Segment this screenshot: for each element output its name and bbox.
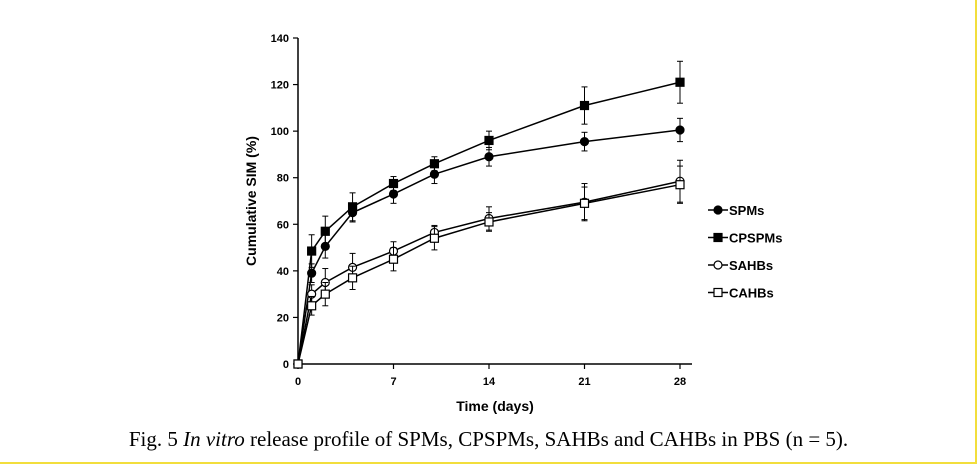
caption-italic: In vitro xyxy=(183,427,245,451)
data-point xyxy=(484,217,494,227)
data-point xyxy=(388,254,399,264)
y-tick-label: 100 xyxy=(271,126,289,138)
legend-item-sahbs: SAHBs xyxy=(708,258,773,273)
data-point xyxy=(713,232,723,243)
legend: SPMs CPSPMs SAHBs CAHBs xyxy=(708,203,782,301)
legend-item-cpspms: CPSPMs xyxy=(708,231,782,246)
legend-item-spms: SPMs xyxy=(708,203,764,218)
y-tick-label: 20 xyxy=(277,312,289,324)
data-point xyxy=(713,205,723,215)
legend-label: SPMs xyxy=(729,203,764,218)
data-point xyxy=(307,301,317,311)
data-point xyxy=(429,169,440,179)
data-point xyxy=(320,226,330,236)
y-tick-label: 140 xyxy=(271,33,289,45)
data-point xyxy=(429,233,440,243)
x-tick-label: 0 xyxy=(295,376,301,388)
legend-label: SAHBs xyxy=(729,258,773,273)
series-sahbs xyxy=(293,159,685,369)
data-point xyxy=(675,125,685,135)
data-point xyxy=(484,152,494,162)
data-point xyxy=(675,77,685,87)
legend-label: CPSPMs xyxy=(729,231,782,246)
y-tick-label: 60 xyxy=(277,219,289,231)
series-cahbs xyxy=(293,165,685,369)
x-axis-title: Time (days) xyxy=(456,398,534,414)
legend-item-cahbs: CAHBs xyxy=(708,286,774,301)
data-point xyxy=(579,198,590,208)
data-point xyxy=(293,359,303,369)
axes xyxy=(297,38,692,365)
y-tick-label: 0 xyxy=(283,359,289,371)
data-point xyxy=(579,137,590,147)
caption-suffix: release profile of SPMs, CPSPMs, SAHBs a… xyxy=(244,427,849,451)
y-tick-label: 120 xyxy=(271,80,289,92)
x-tick-label: 7 xyxy=(390,376,396,388)
figure-caption: Fig. 5 In vitro release profile of SPMs,… xyxy=(0,427,977,452)
data-point xyxy=(388,178,399,189)
x-ticks: 0 7 14 21 28 xyxy=(295,364,686,388)
y-ticks: 0 20 40 60 80 100 120 140 xyxy=(271,33,298,371)
data-point xyxy=(713,287,723,298)
x-tick-label: 21 xyxy=(578,376,590,388)
data-point xyxy=(579,100,590,111)
x-tick-label: 28 xyxy=(674,376,686,388)
data-point xyxy=(347,202,358,212)
data-point xyxy=(675,180,685,190)
data-point xyxy=(713,260,723,270)
series-spms xyxy=(293,117,685,369)
data-point xyxy=(388,189,399,199)
data-point xyxy=(484,135,494,146)
data-point xyxy=(429,159,440,169)
plot-area xyxy=(293,60,685,369)
data-point xyxy=(320,289,330,299)
data-point xyxy=(347,273,358,283)
y-tick-label: 80 xyxy=(277,173,289,185)
x-tick-label: 14 xyxy=(483,376,496,388)
data-point xyxy=(307,246,317,256)
y-tick-label: 40 xyxy=(277,266,289,278)
legend-label: CAHBs xyxy=(729,286,774,301)
y-axis-title: Cumulative SIM (%) xyxy=(243,136,259,266)
caption-prefix: Fig. 5 xyxy=(128,427,184,451)
